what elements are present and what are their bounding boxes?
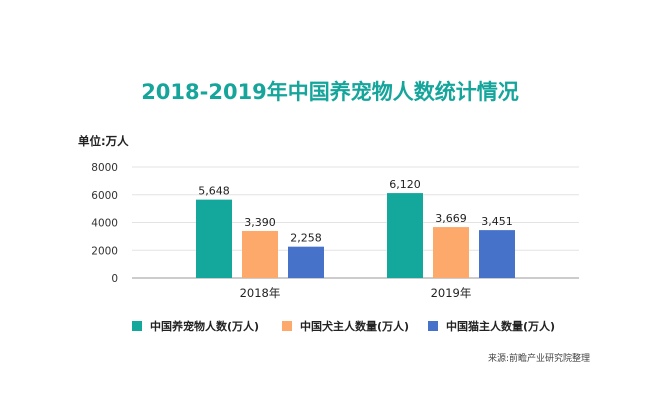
legend-label-cats: 中国猫主人数量(万人): [446, 320, 556, 333]
bar: [479, 230, 515, 278]
unit-label: 单位:万人: [78, 134, 129, 148]
y-tick-label: 0: [111, 273, 118, 285]
bar: [433, 227, 469, 278]
legend-item-dogs: 中国犬主人数量(万人): [282, 318, 409, 334]
data-label: 3,390: [244, 216, 276, 229]
x-tick-label: 2018年: [240, 286, 281, 300]
data-label: 5,648: [198, 185, 230, 198]
legend-item-cats: 中国猫主人数量(万人): [428, 318, 555, 334]
legend-label-pets: 中国养宠物人数(万人): [150, 320, 260, 333]
legend-swatch-pets: [132, 321, 142, 331]
data-label: 2,258: [290, 232, 322, 245]
source-note: 来源:前瞻产业研究院整理: [487, 354, 590, 364]
y-tick-label: 2000: [91, 245, 118, 257]
bar: [242, 230, 278, 278]
legend-item-pets: 中国养宠物人数(万人): [132, 318, 259, 334]
chart-title: 2018-2019年中国养宠物人数统计情况: [141, 80, 519, 104]
legend: 中国养宠物人数(万人) 中国犬主人数量(万人) 中国猫主人数量(万人): [0, 318, 660, 338]
y-tick-label: 8000: [91, 162, 118, 174]
legend-swatch-dogs: [282, 321, 292, 331]
legend-swatch-cats: [428, 321, 438, 331]
bar: [387, 193, 423, 278]
bar: [288, 246, 324, 278]
x-tick-label: 2019年: [431, 286, 472, 300]
legend-label-dogs: 中国犬主人数量(万人): [300, 320, 410, 333]
y-tick-label: 4000: [91, 218, 118, 230]
y-tick-label: 6000: [91, 190, 118, 202]
data-label: 3,669: [435, 212, 467, 225]
bar: [196, 199, 232, 278]
data-label: 3,451: [481, 215, 513, 228]
data-label: 6,120: [389, 178, 421, 191]
